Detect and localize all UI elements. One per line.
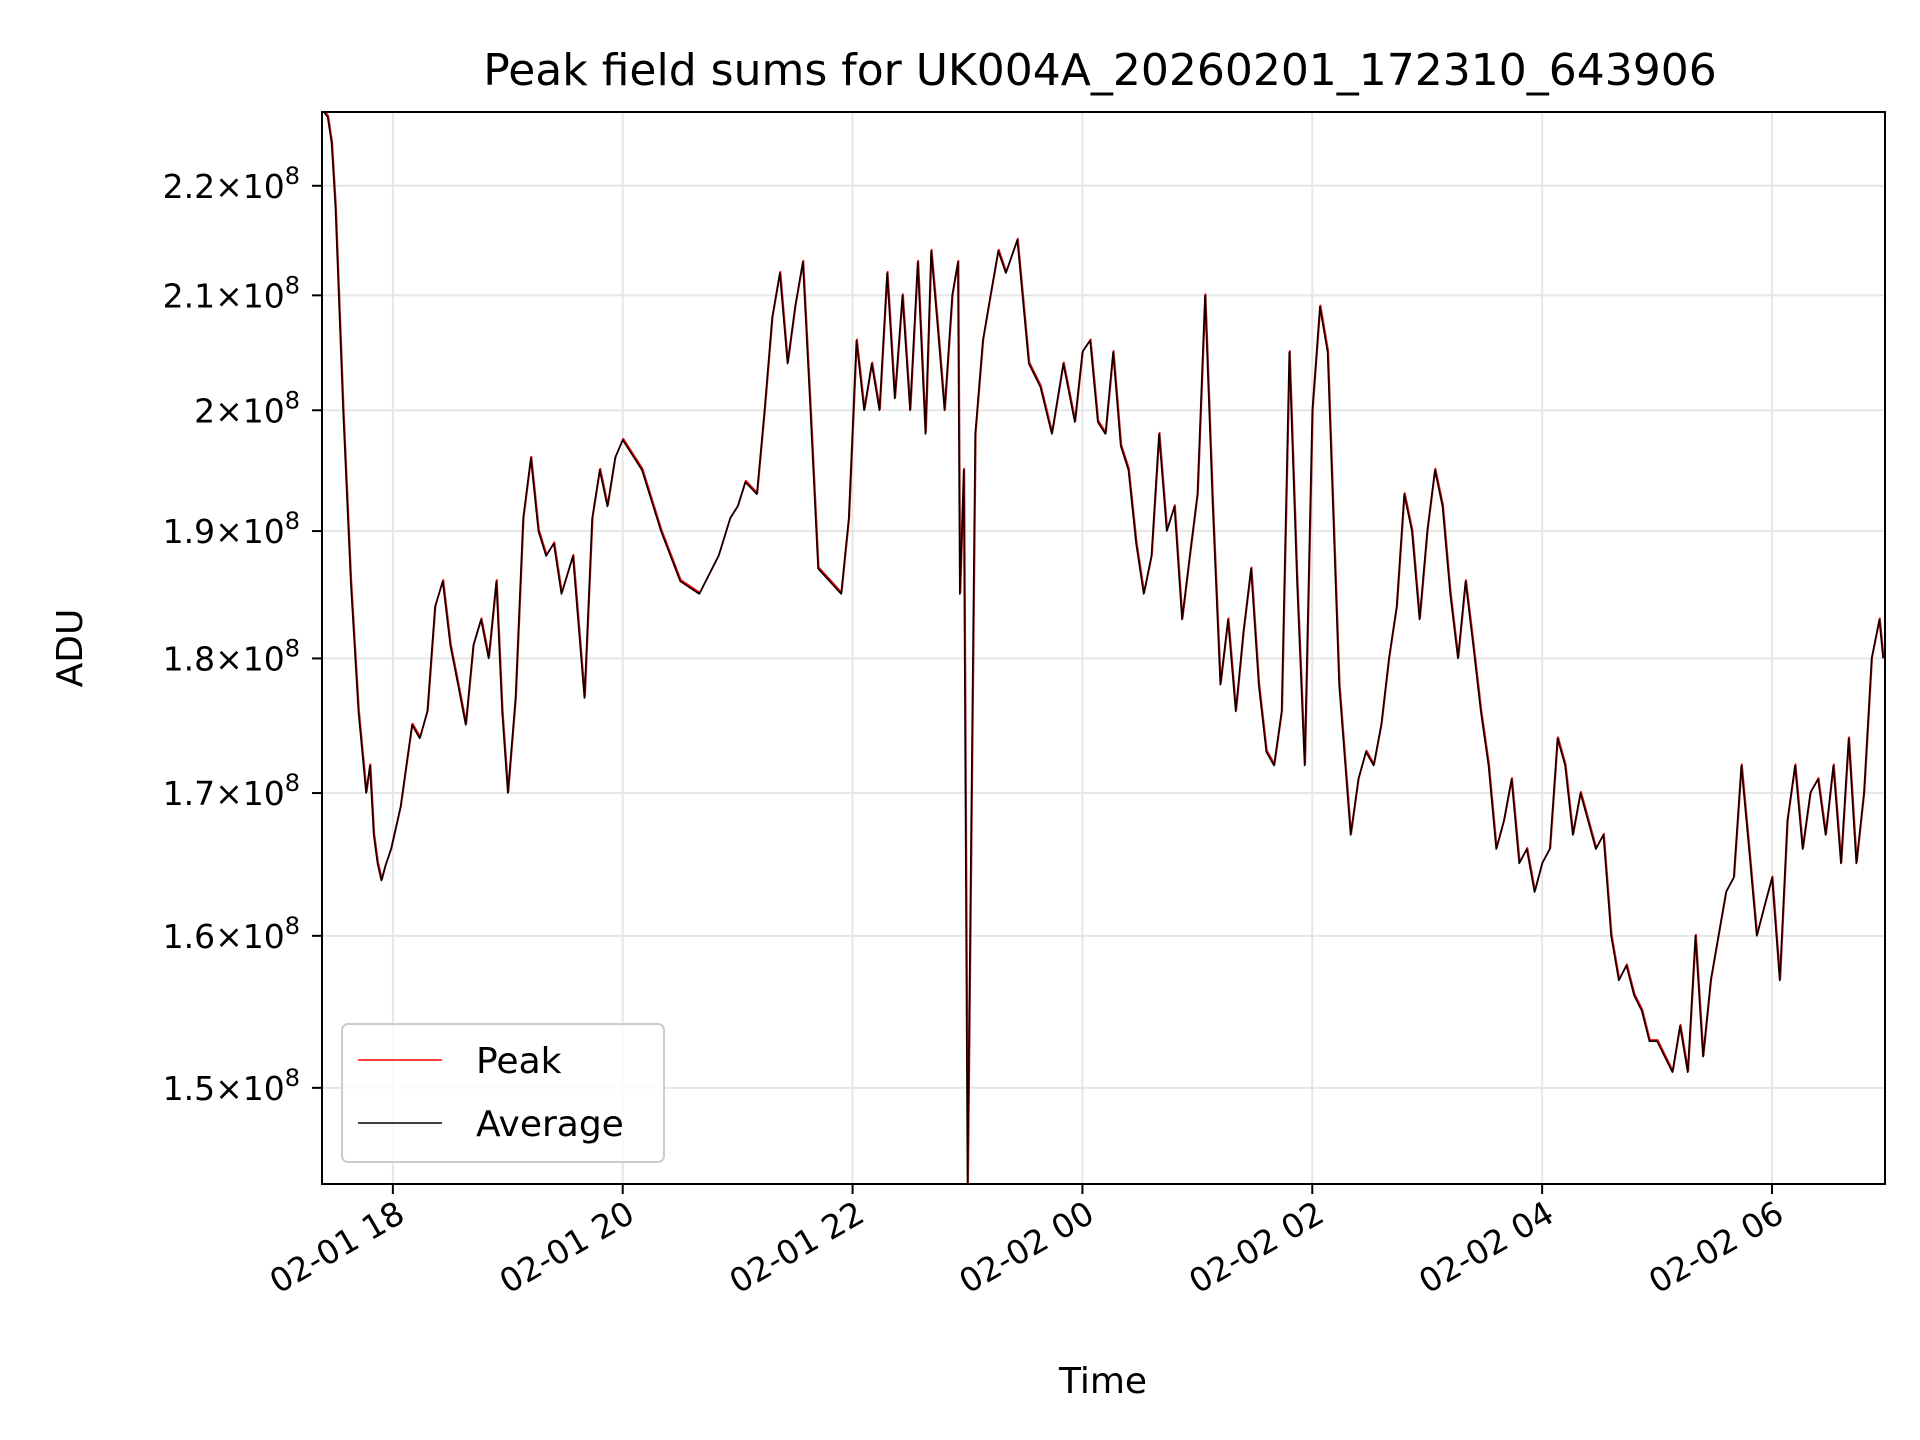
chart-title: Peak field sums for UK004A_20260201_1723… <box>483 45 1716 96</box>
series-line-peak <box>324 112 1885 1184</box>
plot-frame <box>321 111 1886 1185</box>
series-layer <box>323 112 1885 1184</box>
legend-label-average: Average <box>476 1104 624 1145</box>
plot-area <box>321 111 1886 1185</box>
series-line-average <box>323 112 1884 1184</box>
x-axis-label: Time <box>1058 1361 1147 1402</box>
y-axis-label: ADU <box>50 609 91 688</box>
y-axis: 1.5×108 1.6×108 1.7×108 1.8×108 1.9×108 2×108… <box>163 162 322 1108</box>
y-tick-label: 1.9×108 <box>163 507 300 551</box>
y-tick-label: 1.8×108 <box>163 634 300 678</box>
x-grid <box>391 112 1773 1184</box>
y-tick-label: 2.1×108 <box>163 271 300 315</box>
legend: Peak Average <box>341 1023 665 1163</box>
y-tick-label: 1.7×108 <box>163 769 300 813</box>
y-tick-label: 2×108 <box>194 386 300 430</box>
legend-label-peak: Peak <box>476 1041 562 1082</box>
y-tick-label: 2.2×108 <box>163 162 300 206</box>
y-tick-label: 1.6×108 <box>163 912 300 956</box>
y-tick-label: 1.5×108 <box>163 1064 300 1108</box>
legend-frame <box>341 1023 665 1163</box>
